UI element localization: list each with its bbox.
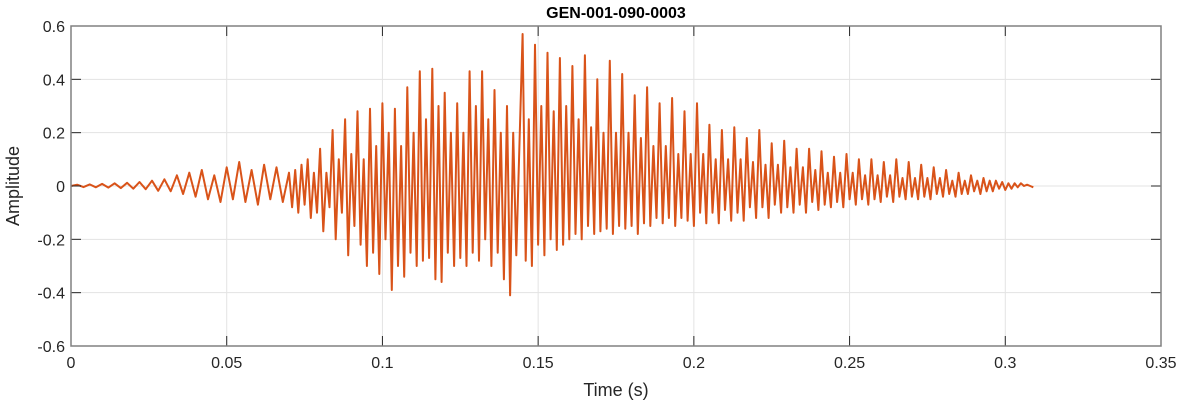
x-tick-label: 0.35 — [1145, 355, 1176, 372]
x-tick-label: 0.3 — [994, 355, 1016, 372]
axes: 0 0.05 0.1 0.15 0.2 0.25 0.3 0.35 -0.6 -0.4 -0.2 0 0… — [37, 19, 1176, 372]
amplitude-series-line — [70, 33, 1034, 297]
y-tick-label: 0.6 — [43, 19, 65, 36]
x-tick-label: 0.2 — [683, 355, 705, 372]
x-tick-label: 0.05 — [211, 355, 242, 372]
x-tick-label: 0.15 — [523, 355, 554, 372]
x-tick-label: 0 — [67, 355, 76, 372]
y-tick-label: -0.2 — [37, 232, 65, 249]
x-tick-label: 0.1 — [371, 355, 393, 372]
x-axis-label: Time (s) — [583, 380, 648, 400]
axes-box — [70, 25, 1162, 347]
y-tick-label: -0.4 — [37, 286, 65, 303]
y-tick-label: -0.6 — [37, 339, 65, 356]
y-axis-label: Amplitude — [3, 146, 23, 226]
plot-area — [70, 33, 1034, 297]
y-tick-label: 0 — [56, 179, 65, 196]
chart-title: GEN-001-090-0003 — [546, 5, 686, 22]
x-tick-label: 0.25 — [834, 355, 865, 372]
y-tick-label: 0.2 — [43, 126, 65, 143]
y-tick-label: 0.4 — [43, 72, 65, 89]
